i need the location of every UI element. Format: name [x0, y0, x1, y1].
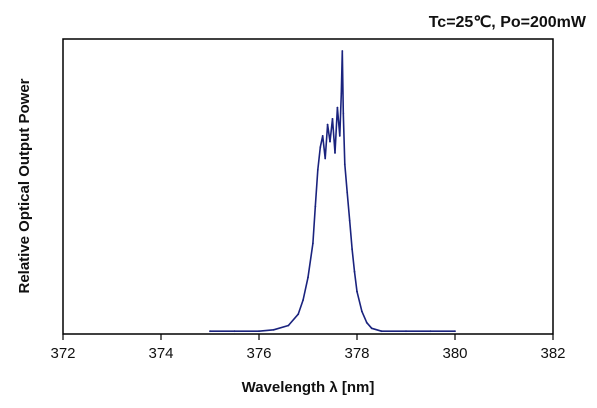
- spectrum-data-point: [314, 205, 317, 208]
- spectrum-data-point: [272, 328, 275, 331]
- x-tick-label: 380: [442, 345, 467, 362]
- spectrum-data-point: [340, 92, 343, 95]
- series-layer: [209, 50, 456, 333]
- x-axis-label: Wavelength λ [nm]: [242, 379, 375, 396]
- condition-annotation: Tc=25℃, Po=200mW: [429, 14, 587, 31]
- spectrum-data-point: [297, 313, 300, 316]
- x-axis-ticks: 372 374 376 378 380 382: [50, 334, 566, 362]
- spectrum-data-point: [258, 330, 260, 333]
- spectrum-series-line: [210, 50, 455, 333]
- spectrum-data-point: [321, 135, 324, 137]
- spectrum-data-point: [324, 157, 327, 160]
- spectrum-data-point: [341, 50, 344, 52]
- spectrum-data-point: [346, 191, 349, 194]
- spectrum-data-point: [365, 321, 368, 324]
- x-tick-label: 378: [344, 345, 369, 362]
- spectrum-data-point: [380, 330, 383, 333]
- spectrum-data-point: [233, 330, 236, 333]
- spectrum-data-point: [326, 123, 329, 126]
- spectrum-data-point: [356, 290, 358, 293]
- spectrum-data-point: [302, 299, 304, 301]
- spectrum-data-point: [209, 330, 211, 333]
- spectrum-data-point: [331, 118, 334, 120]
- spectrum-data-point: [454, 330, 456, 333]
- x-tick-label: 372: [50, 345, 75, 362]
- spectrum-data-point: [334, 152, 336, 154]
- spectrum-data-point: [329, 140, 331, 143]
- spectrum-data-point: [338, 135, 341, 137]
- plot-frame: [62, 38, 554, 335]
- spectrum-data-point: [336, 106, 339, 109]
- y-axis-label: Relative Optical Output Power: [16, 78, 33, 293]
- spectrum-data-point: [343, 163, 346, 166]
- spectrum-data-point: [342, 112, 345, 115]
- spectrum-data-point: [429, 330, 432, 333]
- x-tick-label: 374: [148, 345, 173, 362]
- spectrum-data-point: [405, 330, 407, 333]
- spectrum-data-point: [316, 169, 319, 171]
- spectrum-data-point: [351, 248, 353, 251]
- x-tick-label: 376: [246, 345, 271, 362]
- spectrum-data-point: [307, 276, 309, 279]
- spectrum-data-point: [319, 146, 322, 149]
- spectrum-data-point: [370, 327, 373, 330]
- spectrum-data-point: [312, 242, 314, 245]
- spectrum-data-point: [348, 219, 351, 222]
- spectrum-data-point: [287, 324, 290, 327]
- x-tick-label: 382: [540, 345, 565, 362]
- spectrum-data-point: [361, 310, 363, 313]
- spectrum-data-point: [353, 270, 356, 273]
